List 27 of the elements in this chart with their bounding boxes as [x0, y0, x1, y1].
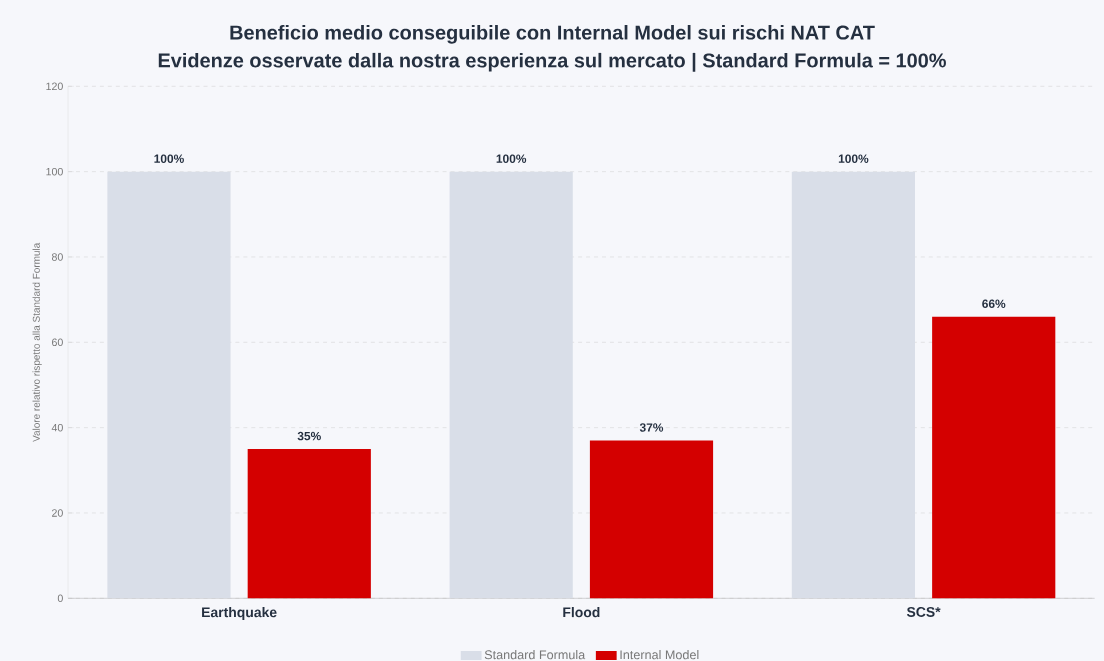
y-tick-label: 20: [52, 509, 63, 517]
bar: [247, 448, 371, 599]
y-tick-label: 60: [52, 338, 63, 347]
data-label: 100%: [154, 154, 184, 163]
y-tick-label: 0: [57, 594, 63, 603]
y-tick-label: 80: [51, 253, 63, 261]
data-label: 100%: [496, 154, 527, 163]
legend-label: Internal Model: [620, 649, 699, 660]
y-tick-label: 40: [51, 423, 63, 432]
x-tick-label: Flood: [563, 607, 600, 618]
bar: [791, 171, 916, 599]
data-label: 35%: [297, 431, 321, 441]
y-tick-label: 120: [46, 82, 63, 91]
y-tick-label: 100: [46, 167, 63, 176]
legend-label: Standard Formula: [484, 649, 586, 660]
y-axis-title: Valore relativo rispetto alla Standard Formula: [32, 242, 42, 442]
bar: [107, 171, 231, 599]
bar: [589, 440, 714, 599]
bar: [932, 316, 1056, 599]
chart-title: Beneficio medio conseguibile con Internal Model sui rischi NAT CAT: [230, 24, 875, 44]
data-label: 66%: [982, 299, 1006, 309]
chart-subtitle: Evidenze osservate dalla nostra esperienza sul mercato | Standard Formula = 100%: [158, 52, 946, 72]
data-label: 100%: [838, 154, 869, 163]
data-label: 37%: [639, 423, 664, 432]
x-tick-label: SCS*: [906, 607, 941, 617]
x-tick-label: Earthquake: [202, 607, 277, 621]
bar: [449, 171, 573, 599]
